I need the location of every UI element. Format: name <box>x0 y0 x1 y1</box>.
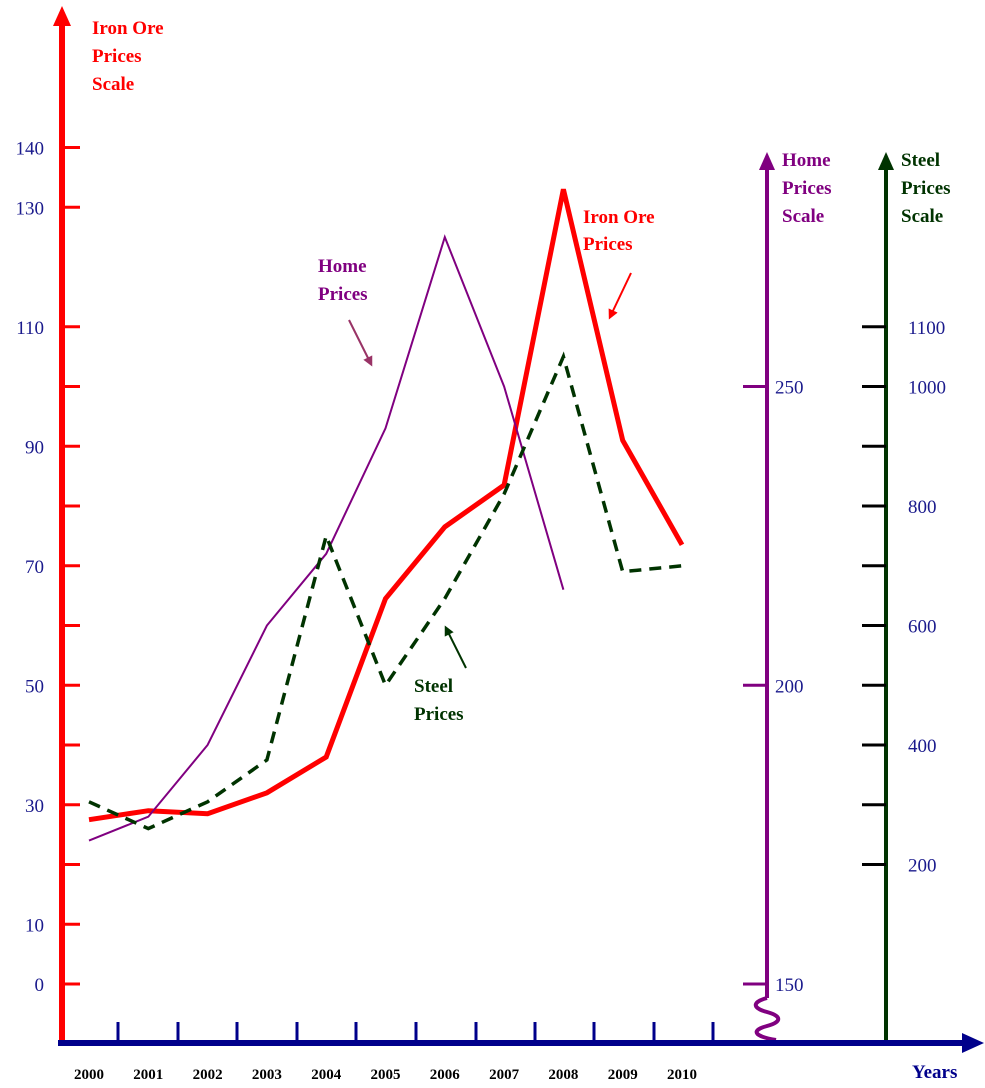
x-axis-year-label: 2009 <box>608 1067 638 1083</box>
x-axis-year-label: 2003 <box>252 1067 282 1083</box>
x-axis-year-label: 2004 <box>311 1067 342 1083</box>
steel-series-label-line2: Prices <box>414 704 464 725</box>
home-axis-title-line2: Prices <box>782 178 832 199</box>
series-line-home <box>88 234 565 842</box>
home-series-label-line1: Home <box>318 256 367 277</box>
iron-axis-title-line1: Iron Ore <box>92 18 164 39</box>
steel-axis-title-line1: Steel <box>901 150 940 171</box>
home-axis-break-squiggle <box>753 996 781 1042</box>
steel-axis-tick-label: 600 <box>908 617 937 638</box>
iron-axis-title-line2: Prices <box>92 46 142 67</box>
x-axis-year-label: 2007 <box>489 1067 520 1083</box>
steel-series-pointer-arrow <box>444 625 467 669</box>
series-line-iron <box>88 188 685 823</box>
iron-axis-tick-label: 10 <box>25 915 44 936</box>
iron-axis-tick-label: 30 <box>25 796 44 817</box>
steel-axis-tick-label: 1100 <box>908 318 945 339</box>
steel-axis-title-line2: Prices <box>901 178 951 199</box>
iron-axis-tick-label: 130 <box>16 198 45 219</box>
x-axis-year-label: 2008 <box>548 1067 578 1083</box>
x-axis-year-label: 2002 <box>193 1067 223 1083</box>
iron-axis-tick-label: 110 <box>16 318 44 339</box>
steel-axis-tick-label: 400 <box>908 736 937 757</box>
iron-axis: 0 10 30 50 70 90 110 130 140 Iron Ore Prices Sca… <box>16 6 164 1043</box>
x-axis-arrowhead <box>962 1033 984 1053</box>
x-axis-title: Years <box>912 1062 957 1083</box>
steel-axis: 200 400 600 800 1000 1100 Steel Prices Scale <box>862 150 951 1043</box>
iron-axis-tick-label: 0 <box>35 975 45 996</box>
x-axis: 2000 2001 2002 2003 2004 2005 2006 2007 2008 2009… <box>58 1022 984 1083</box>
home-axis: 150 200 250 Home Prices Scale <box>743 150 832 1042</box>
iron-axis-arrowhead <box>53 6 71 26</box>
steel-axis-tick-label: 800 <box>908 497 937 518</box>
iron-axis-tick-label: 90 <box>25 437 44 458</box>
series-line-steel <box>88 351 683 831</box>
x-axis-year-label: 2010 <box>667 1067 697 1083</box>
home-axis-tick-label: 200 <box>775 676 804 697</box>
steel-axis-tick-label: 1000 <box>908 378 946 399</box>
iron-axis-title-line3: Scale <box>92 74 134 95</box>
x-axis-year-label: 2000 <box>74 1067 104 1083</box>
home-axis-arrowhead <box>759 152 775 170</box>
home-axis-tick-label: 150 <box>775 975 804 996</box>
iron-axis-tick-label: 50 <box>25 676 44 697</box>
annotations: Iron Ore Prices Home Prices Steel Prices <box>318 207 655 725</box>
home-axis-tick-label: 250 <box>775 378 804 399</box>
steel-series-label-line1: Steel <box>414 676 453 697</box>
x-axis-year-label: 2001 <box>133 1067 163 1083</box>
steel-axis-arrowhead <box>878 152 894 170</box>
home-axis-title-line1: Home <box>782 150 831 171</box>
home-series-label-line2: Prices <box>318 284 368 305</box>
x-axis-year-label: 2006 <box>430 1067 461 1083</box>
x-axis-year-label: 2005 <box>371 1067 401 1083</box>
iron-series-pointer-arrow <box>608 272 632 320</box>
home-axis-title-line3: Scale <box>782 206 824 227</box>
home-series-pointer-arrow <box>348 319 373 367</box>
steel-axis-tick-label: 200 <box>908 856 937 877</box>
series-layer <box>88 188 685 842</box>
steel-axis-title-line3: Scale <box>901 206 943 227</box>
iron-series-label-line1: Iron Ore <box>583 207 655 228</box>
iron-axis-tick-label: 140 <box>16 139 45 160</box>
iron-axis-tick-label: 70 <box>25 557 44 578</box>
iron-series-label-line2: Prices <box>583 234 633 255</box>
